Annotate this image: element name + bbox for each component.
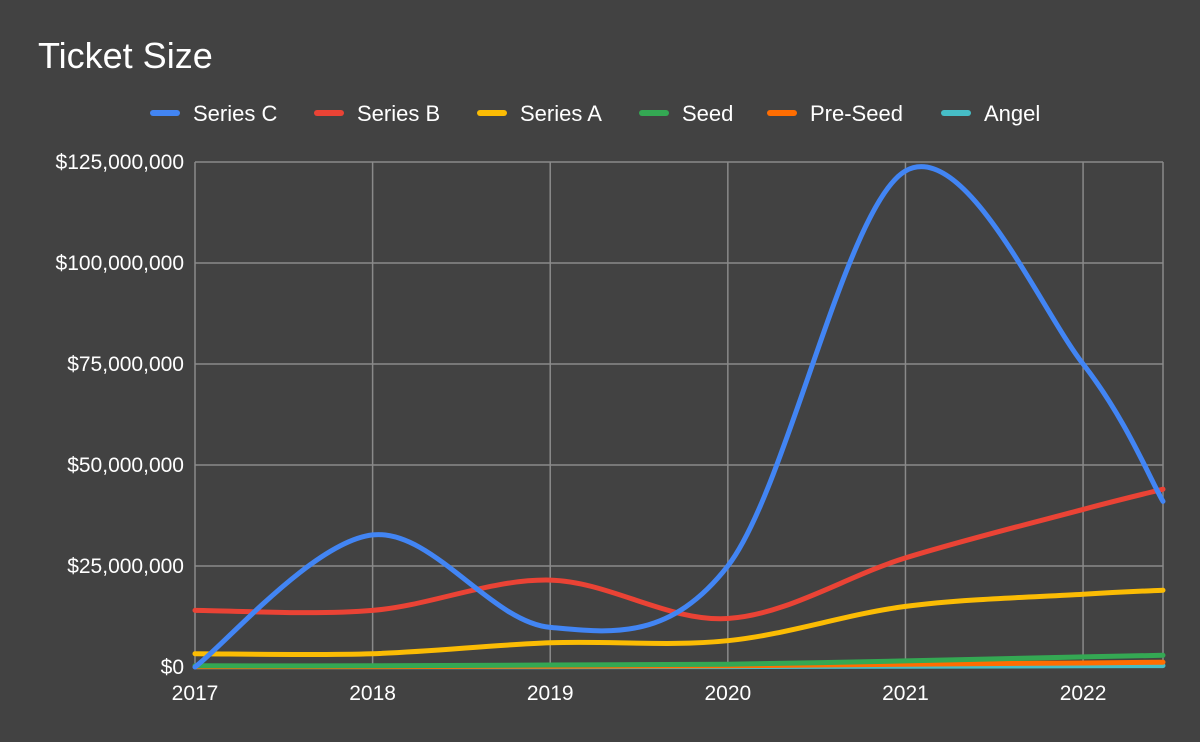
chart-legend: Series C Series B Series A Seed Pre-Seed Ange…: [150, 101, 1040, 126]
chart-grid: [194, 161, 1164, 668]
y-tick-label: $0: [161, 656, 184, 679]
chart-series-group: [192, 164, 1166, 670]
y-tick-label: $75,000,000: [67, 353, 184, 376]
y-tick-label: $50,000,000: [67, 454, 184, 477]
x-tick-label: 2018: [349, 682, 396, 705]
legend-label-series-a: Series A: [520, 101, 602, 126]
x-tick-label: 2017: [172, 682, 219, 705]
legend-label-seed: Seed: [682, 101, 733, 126]
x-tick-label: 2019: [527, 682, 574, 705]
chart-axes: $0 $25,000,000 $50,000,000 $75,000,000 $100,…: [56, 151, 1107, 705]
series-line-series-b: [192, 486, 1166, 622]
y-tick-label: $25,000,000: [67, 555, 184, 578]
y-tick-label: $125,000,000: [56, 151, 184, 174]
y-tick-label: $100,000,000: [56, 252, 184, 275]
series-line-series-c: [192, 164, 1166, 670]
legend-label-series-b: Series B: [357, 101, 440, 126]
legend-label-series-c: Series C: [193, 101, 277, 126]
chart-title: Ticket Size: [38, 35, 213, 76]
series-line-series-a: [192, 587, 1166, 657]
series-line-seed: [192, 652, 1166, 669]
x-tick-label: 2021: [882, 682, 929, 705]
x-tick-label: 2020: [704, 682, 751, 705]
x-tick-label: 2022: [1060, 682, 1107, 705]
legend-label-angel: Angel: [984, 101, 1040, 126]
legend-label-pre-seed: Pre-Seed: [810, 101, 903, 126]
